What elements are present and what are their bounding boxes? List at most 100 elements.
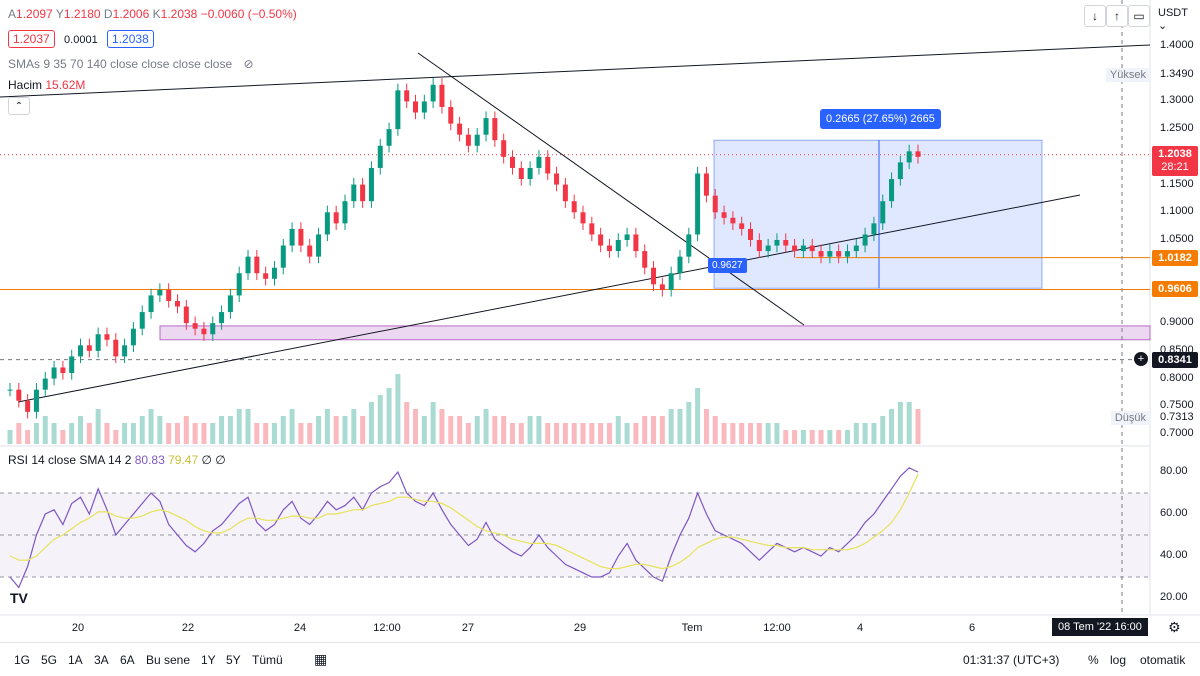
volume-bar-36 (324, 409, 330, 444)
candle-body-71 (633, 234, 639, 252)
range-button-7[interactable]: 5Y (226, 653, 241, 667)
candle-body-83 (739, 223, 745, 229)
volume-bar-41 (368, 402, 374, 444)
date-range-calendar-icon[interactable]: ▦ (314, 651, 328, 667)
scroll-up-button[interactable]: ↑ (1106, 5, 1128, 27)
current-price: 1.2038 (1158, 148, 1192, 160)
bid-ask-row: 1.2037 0.0001 1.2038 (8, 30, 154, 48)
price-tick-5: 1.0500 (1160, 233, 1194, 245)
candle-body-78 (695, 173, 701, 235)
ohlc-high-label: Y (55, 7, 64, 21)
volume-bar-95 (844, 430, 850, 444)
volume-bar-22 (201, 423, 207, 444)
candle-body-33 (298, 228, 304, 246)
volume-bar-82 (730, 423, 736, 444)
candle-body-1 (16, 389, 22, 401)
price-tick-8: 0.8000 (1160, 371, 1194, 384)
candle-body-91 (809, 245, 815, 252)
add-plus-icon[interactable]: + (1134, 352, 1148, 366)
candle-body-20 (183, 306, 189, 324)
range-button-5[interactable]: Bu sene (146, 653, 191, 667)
candle-body-68 (606, 245, 612, 252)
time-tick-4: 27 (461, 622, 475, 634)
candle-body-87 (774, 240, 780, 246)
rsi-tick-3: 20.00 (1160, 591, 1188, 603)
candle-body-76 (677, 256, 683, 274)
candle-body-64 (571, 201, 577, 213)
candle-body-36 (324, 212, 330, 235)
candle-body-101 (897, 162, 903, 180)
bid-price-button[interactable]: 1.2037 (8, 30, 55, 48)
eye-hidden-icon[interactable]: ⊘ (243, 57, 254, 71)
candle-body-84 (748, 228, 754, 240)
price-tick-10: 0.7000 (1160, 427, 1194, 439)
volume-value: 15.62M (45, 78, 86, 92)
volume-bar-23 (210, 423, 216, 444)
volume-bar-38 (342, 416, 348, 444)
range-button-1[interactable]: 5G (41, 653, 58, 667)
volume-bar-20 (183, 416, 189, 444)
maximize-button[interactable]: ▭ (1128, 5, 1150, 27)
measure-label: 0.2665 (27.65%) 2665 (820, 109, 941, 129)
volume-bar-13 (122, 423, 128, 444)
range-button-6[interactable]: 1Y (201, 653, 216, 667)
candle-body-50 (448, 106, 454, 124)
ask-price-button[interactable]: 1.2038 (107, 30, 154, 48)
candle-body-65 (580, 212, 586, 224)
time-tick-6: Tem (681, 622, 703, 634)
range-button-0[interactable]: 1G (14, 653, 31, 667)
currency-selector[interactable]: USDT ⌄ (1158, 7, 1200, 32)
collapse-legend-button[interactable]: ⌃ (8, 97, 30, 115)
candle-body-57 (509, 156, 515, 168)
range-button-8[interactable]: Tümü (252, 653, 283, 667)
volume-legend[interactable]: Hacim 15.62M (8, 78, 85, 92)
scroll-down-button[interactable]: ↓ (1084, 5, 1106, 27)
price-tick-3: 1.1500 (1160, 177, 1194, 190)
range-button-3[interactable]: 3A (94, 653, 109, 667)
percent-toggle[interactable]: % (1088, 653, 1099, 667)
clock-display[interactable]: 01:31:37 (UTC+3) (963, 653, 1060, 667)
candle-body-38 (342, 201, 348, 224)
ohlc-close-label: K (152, 7, 161, 21)
price-tick-4: 1.1000 (1160, 205, 1194, 218)
sma-legend[interactable]: SMAs 9 35 70 140 close close close close… (8, 57, 254, 71)
volume-bar-74 (659, 416, 665, 444)
rsi-legend[interactable]: RSI 14 close SMA 14 2 80.83 79.47 ∅ ∅ (8, 453, 226, 467)
volume-bar-52 (465, 423, 471, 444)
time-tick-0: 20 (71, 622, 85, 634)
volume-bar-67 (598, 423, 604, 444)
volume-bar-98 (871, 423, 877, 444)
candle-body-86 (765, 245, 771, 252)
volume-bar-34 (307, 423, 313, 444)
range-button-4[interactable]: 6A (120, 653, 135, 667)
ohlc-close: 1.2038 (160, 7, 198, 21)
volume-bar-80 (712, 416, 718, 444)
tradingview-logo[interactable]: TV (10, 590, 28, 606)
candle-body-80 (712, 195, 718, 213)
candle-body-99 (880, 201, 886, 224)
high-value: 1.3490 (1160, 68, 1194, 80)
candle-body-40 (360, 184, 366, 202)
volume-bar-16 (148, 409, 154, 444)
volume-bar-48 (430, 402, 436, 444)
volume-bar-88 (783, 430, 789, 444)
settings-gear-icon[interactable]: ⚙ (1168, 619, 1181, 635)
time-tick-2: 24 (293, 622, 307, 634)
chart-canvas[interactable] (0, 0, 1200, 642)
log-toggle[interactable]: log (1110, 653, 1127, 667)
high-tag: Yüksek (1105, 68, 1150, 82)
candle-body-49 (439, 84, 445, 107)
volume-bar-63 (562, 423, 568, 444)
volume-bar-68 (606, 423, 612, 444)
candle-body-94 (836, 251, 842, 257)
candle-body-54 (483, 118, 489, 135)
volume-bar-8 (78, 416, 84, 444)
volume-bar-87 (774, 423, 780, 444)
volume-bar-14 (130, 423, 136, 444)
auto-toggle[interactable]: otomatik (1140, 653, 1186, 667)
candle-body-48 (430, 84, 436, 102)
range-button-2[interactable]: 1A (68, 653, 83, 667)
volume-bar-9 (86, 423, 92, 444)
volume-bar-71 (633, 423, 639, 444)
candle-body-96 (853, 245, 859, 252)
